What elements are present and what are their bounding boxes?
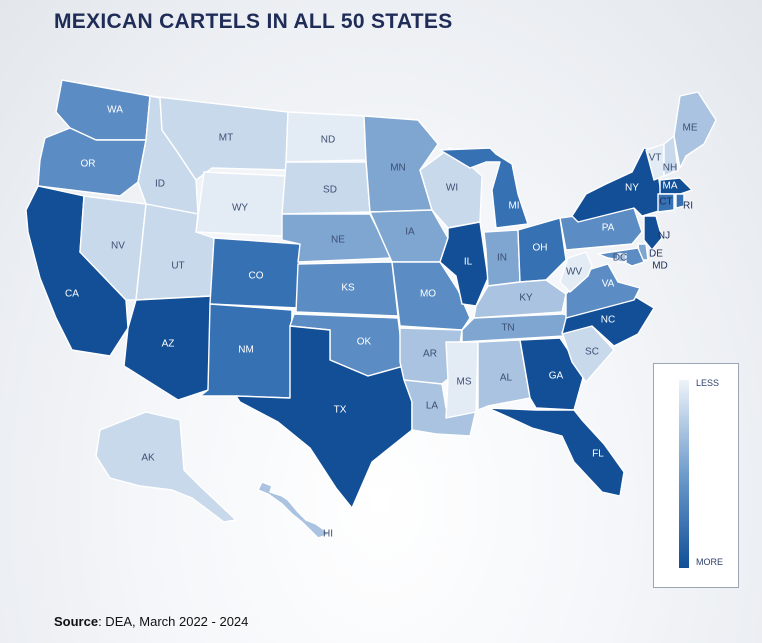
state-label-wv: WV [566,267,582,278]
state-label-dc: DC [613,253,627,264]
legend-more-label: MORE [696,557,723,567]
state-label-ks: KS [341,283,355,294]
state-label-mo: MO [420,289,436,300]
state-label-nm: NM [238,345,254,356]
state-label-vt: VT [649,153,662,164]
state-label-nd: ND [321,135,335,146]
state-label-ia: IA [405,227,415,238]
state-label-oh: OH [533,243,548,254]
state-il [439,221,489,307]
state-label-me: ME [683,123,698,134]
map-title: MEXICAN CARTELS IN ALL 50 STATES [54,10,453,33]
state-label-il: IL [464,257,473,268]
state-label-de: DE [649,249,663,260]
state-ks [295,261,399,317]
state-label-wa: WA [107,105,123,116]
state-label-az: AZ [162,339,175,350]
state-label-pa: PA [602,223,615,234]
state-tx [235,325,413,509]
state-label-ri: RI [683,201,693,212]
state-label-ak: AK [141,453,155,464]
state-label-nv: NV [111,241,125,252]
state-label-ar: AR [423,349,437,360]
state-label-nh: NH [663,163,677,174]
source-text: : DEA, March 2022 - 2024 [98,614,249,629]
state-label-ny: NY [625,183,639,194]
state-label-al: AL [500,373,513,384]
state-ri [675,193,685,209]
state-label-sd: SD [323,185,337,196]
state-label-sc: SC [585,347,599,358]
legend-gradient-bar [679,380,689,568]
state-label-md: MD [652,261,668,272]
state-label-fl: FL [592,449,604,460]
state-label-ct: CT [659,197,672,208]
source-note: Source: DEA, March 2022 - 2024 [54,614,248,629]
legend-less-label: LESS [696,378,720,388]
state-label-mt: MT [219,133,233,144]
state-ct [657,193,675,213]
state-wv [559,251,593,293]
state-hi [257,481,331,539]
state-nc [561,295,655,347]
state-me [673,91,717,169]
state-label-ut: UT [171,261,184,272]
state-label-la: LA [426,401,439,412]
state-label-nj: NJ [658,231,670,242]
source-label: Source [54,614,99,629]
state-al [477,339,531,411]
state-ne [281,213,393,263]
state-label-ga: GA [549,371,564,382]
state-oh [517,217,567,283]
state-label-mi: MI [508,201,519,212]
state-ak [95,411,237,523]
state-mi [439,147,529,229]
state-label-tx: TX [334,405,347,416]
state-nh [663,135,679,177]
state-label-hi: HI [323,529,333,540]
state-label-ok: OK [357,337,372,348]
state-dc [617,253,627,263]
state-fl [487,407,625,497]
state-label-ma: MA [663,181,678,192]
state-label-or: OR [81,159,96,170]
state-label-mn: MN [390,163,406,174]
state-label-in: IN [497,253,507,264]
legend: LESS MORE [653,363,739,588]
state-label-ms: MS [457,377,472,388]
state-label-tn: TN [501,323,514,334]
state-label-ky: KY [519,293,533,304]
state-label-va: VA [602,279,615,290]
state-label-nc: NC [601,315,615,326]
state-ms [445,341,479,419]
state-label-id: ID [155,179,165,190]
state-label-co: CO [249,271,264,282]
state-nm [199,303,293,399]
state-nj [643,215,663,251]
state-label-wi: WI [446,183,458,194]
state-nv [79,195,147,301]
state-label-wy: WY [232,203,248,214]
state-ma [659,177,693,195]
state-label-ca: CA [65,289,79,300]
state-la [403,379,477,437]
state-label-ne: NE [331,235,345,246]
